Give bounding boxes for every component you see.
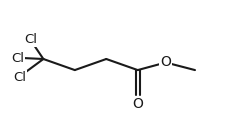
Text: Cl: Cl xyxy=(24,33,37,46)
Text: Cl: Cl xyxy=(13,71,26,84)
Text: O: O xyxy=(160,55,171,70)
Text: Cl: Cl xyxy=(11,52,24,65)
Text: O: O xyxy=(132,97,142,111)
